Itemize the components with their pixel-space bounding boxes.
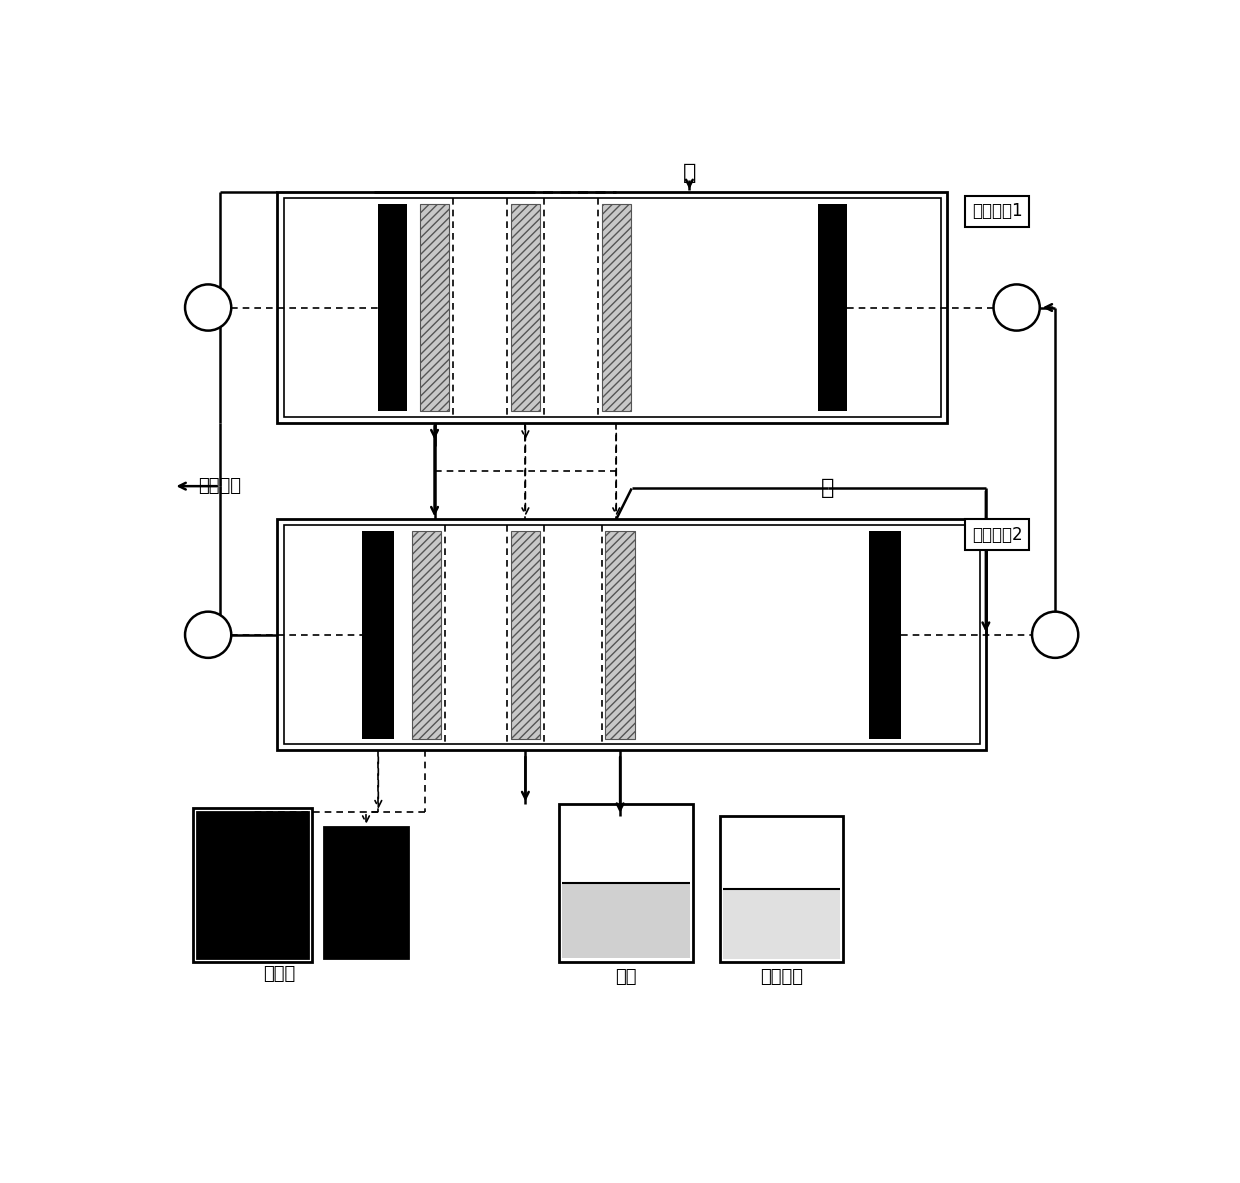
Text: 发酵溶液: 发酵溶液: [198, 477, 241, 496]
Circle shape: [185, 284, 231, 330]
Bar: [511, 203, 541, 412]
Circle shape: [185, 612, 231, 658]
Bar: [377, 203, 407, 412]
Circle shape: [993, 284, 1040, 330]
Bar: [818, 203, 847, 412]
Bar: [511, 531, 541, 738]
Text: 乳酸: 乳酸: [615, 969, 636, 987]
Bar: [284, 525, 980, 744]
Bar: [284, 199, 941, 416]
Text: 水: 水: [683, 163, 696, 182]
Bar: [420, 203, 449, 412]
Bar: [192, 808, 312, 962]
Bar: [562, 883, 691, 958]
Bar: [197, 812, 309, 958]
Text: 氮氧化销: 氮氧化销: [760, 969, 804, 987]
Bar: [601, 203, 631, 412]
Text: 滲析设备2: 滲析设备2: [972, 525, 1023, 544]
Bar: [723, 888, 841, 959]
Bar: [362, 531, 394, 738]
Text: 水: 水: [821, 478, 835, 498]
Bar: [278, 519, 986, 750]
Bar: [720, 816, 843, 962]
Bar: [558, 804, 693, 962]
Text: 滲析设备1: 滲析设备1: [972, 202, 1023, 220]
Bar: [869, 531, 901, 738]
Text: 电解液: 电解液: [263, 964, 295, 983]
Circle shape: [1032, 612, 1079, 658]
Bar: [605, 531, 635, 738]
Bar: [324, 827, 408, 958]
Bar: [412, 531, 441, 738]
Bar: [278, 192, 947, 424]
